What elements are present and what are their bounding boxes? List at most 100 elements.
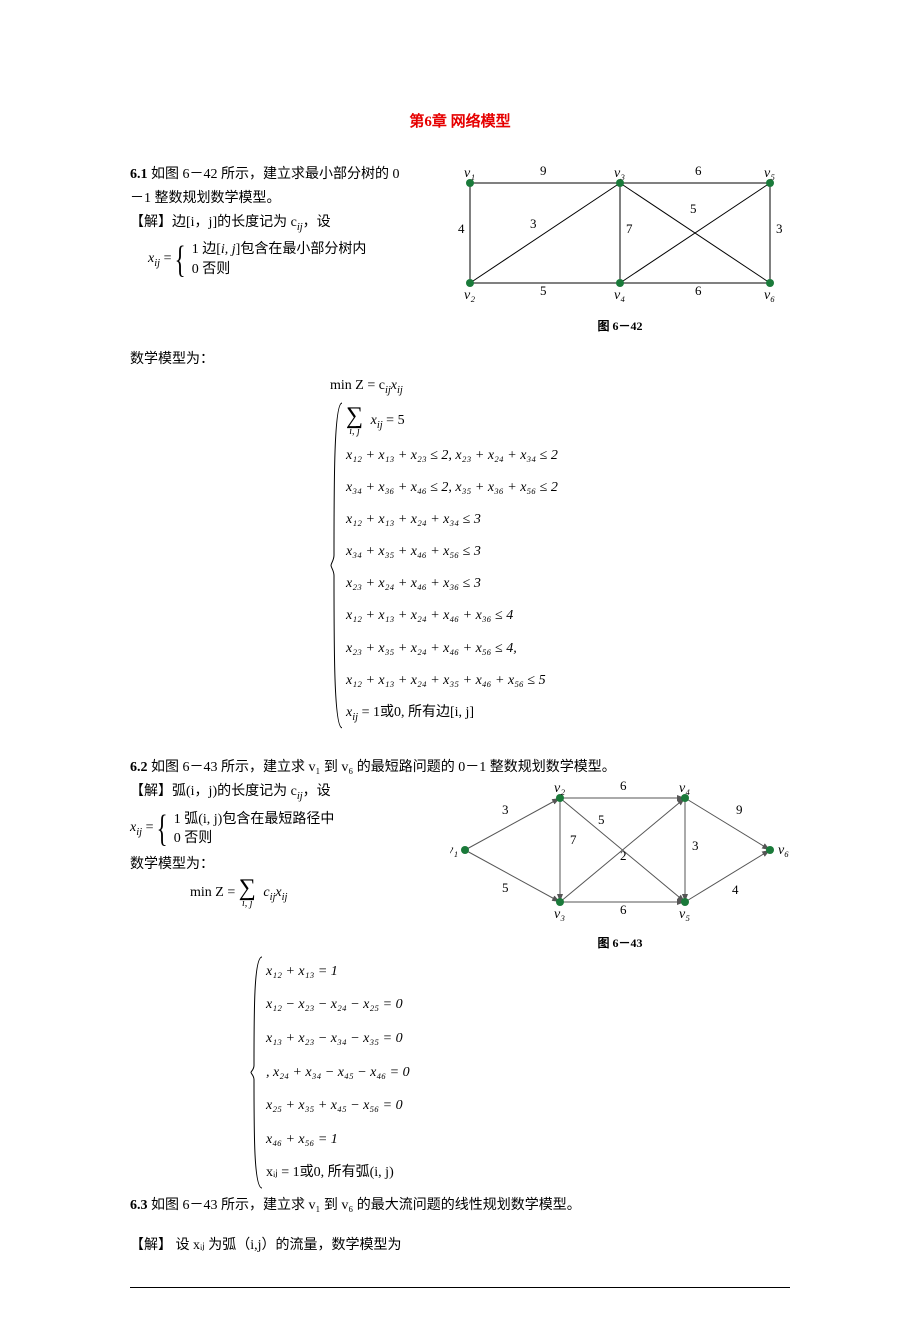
p61-row-2: x₁₂ + x₁₃ + x₂₄ + x₃₄ ≤ 3 [346,507,558,533]
svg-text:v₄: v₄ [614,288,625,303]
svg-text:v₆: v₆ [778,843,789,858]
svg-text:4: 4 [732,882,739,897]
p61-row-7: x₁₂ + x₁₃ + x₂₄ + x₃₅ + x₄₆ + x₅₆ ≤ 5 [346,668,558,694]
svg-text:9: 9 [540,163,547,178]
p61-sol-lead: 边[i，j]的长度记为 c [172,215,297,230]
svg-text:v₁: v₁ [450,843,458,858]
p62-row-5: x₄₆ + x₅₆ = 1 [266,1127,410,1153]
p61-text-col: 6.1 如图 6－42 所示，建立求最小部分树的 0 －1 整数规划数学模型。 … [130,163,438,283]
p62-row-1: x₁₂ − x₂₃ − x₂₄ − x₂₅ = 0 [266,992,410,1018]
svg-text:6: 6 [695,163,702,178]
p61-row-5: x₁₂ + x₁₃ + x₂₄ + x₄₆ + x₃₆ ≤ 4 [346,603,558,629]
p61-row-6: x₂₃ + x₃₅ + x₂₄ + x₄₆ + x₅₆ ≤ 4, [346,636,558,662]
svg-text:6: 6 [620,780,627,793]
p63-number: 6.3 [130,1198,148,1213]
p62-row-4: x₂₅ + x₃₅ + x₄₅ − x₅₆ = 0 [266,1093,410,1119]
p62-solution-lead: 解弧(i，j)的长度记为 cij，设 [130,780,438,806]
p61-case-1: 1 边[i, j]包含在最小部分树内 [192,240,367,260]
solution-tag: 解 [130,215,172,230]
p62-constraint-lines: x₁₂ + x₁₃ = 1 x₁₂ − x₂₃ − x₂₄ − x₂₅ = 0 … [264,955,410,1190]
figure-6-43: 3567526394v₁v₂v₃v₄v₅v₆ [450,780,790,925]
p61-math-model: min Z = cijxij ∑ i, j xij = 5 x₁₂ + x₁₃ … [330,374,790,730]
p61-row-3: x₃₄ + x₃₅ + x₄₆ + x₅₆ ≤ 3 [346,539,558,565]
p61-row-1: x₃₄ + x₃₆ + x₄₆ ≤ 2, x₃₅ + x₃₆ + x₅₆ ≤ 2 [346,475,558,501]
svg-text:v₄: v₄ [679,781,690,796]
svg-text:3: 3 [530,216,537,231]
figure-6-42: 964375356v₁v₃v₅v₂v₄v₆ [450,163,790,308]
p61-model-label: 数学模型为： [130,348,790,372]
brace-icon: { [157,813,168,845]
fig-6-42-col: 964375356v₁v₃v₅v₂v₄v₆ 图 6－42 [450,163,790,334]
p62-row-3: , x₂₄ + x₃₄ − x₄₅ − x₄₆ = 0 [266,1060,410,1086]
p62-sol-lead: 弧(i，j)的长度记为 c [172,784,297,799]
p62-x-cases: 1 弧(i, j)包含在最短路径中 0 否则 [174,810,335,849]
p62-case-1: 1 弧(i, j)包含在最短路径中 [174,810,335,830]
p62-text-col: 解弧(i，j)的长度记为 cij，设 xij = { 1 弧(i, j)包含在最… [130,780,438,909]
p62-constraint-system: x₁₂ + x₁₃ = 1 x₁₂ − x₂₃ − x₂₄ − x₂₅ = 0 … [250,955,790,1190]
p61-stmt-b: －1 整数规划数学模型。 [130,191,281,206]
svg-text:v₃: v₃ [554,907,565,922]
p62-row-last: xᵢⱼ = 1或0, 所有弧(i, j) [266,1160,410,1186]
svg-text:9: 9 [736,802,743,817]
problem-6-1-block: 6.1 如图 6－42 所示，建立求最小部分树的 0 －1 整数规划数学模型。 … [130,163,790,334]
p61-constraint-system: ∑ i, j xij = 5 x₁₂ + x₁₃ + x₂₃ ≤ 2, x₂₃ … [330,401,790,730]
svg-text:7: 7 [626,221,633,236]
p63-solution: 解 设 xᵢⱼ 为弧（i,j）的流量，数学模型为 [130,1234,790,1258]
fig-6-42-caption: 图 6－42 [450,317,790,334]
p61-case-0: 0 否则 [192,260,367,280]
p61-objective: min Z = cijxij [330,374,790,400]
svg-text:v₂: v₂ [554,781,565,796]
p61-sol-lead-tail: ，设 [303,215,331,230]
p62-number: 6.2 [130,760,148,775]
p63-statement: 6.3 如图 6－43 所示，建立求 v₁ 到 v₆ 的最大流问题的线性规划数学… [130,1194,790,1218]
p62-model-label: 数学模型为： [130,853,438,877]
solution-tag: 解 [130,1238,172,1253]
p61-x-cases: 1 边[i, j]包含在最小部分树内 0 否则 [192,240,367,279]
chapter-title: 第6章 网络模型 [130,110,790,131]
svg-text:5: 5 [502,880,509,895]
svg-text:4: 4 [458,221,465,236]
p61-statement: 6.1 如图 6－42 所示，建立求最小部分树的 0 －1 整数规划数学模型。 [130,163,438,211]
p61-constraint-lines: ∑ i, j xij = 5 x₁₂ + x₁₃ + x₂₃ ≤ 2, x₂₃ … [344,401,558,730]
svg-text:5: 5 [690,201,697,216]
p62-stmt: 如图 6－43 所示，建立求 v₁ 到 v₆ 的最短路问题的 0－1 整数规划数… [148,760,616,775]
footer-divider [130,1287,790,1288]
p61-row-last: xij = 1或0, 所有边[i, j] [346,700,558,727]
p61-solution-lead: 解边[i，j]的长度记为 cij，设 [130,211,438,237]
p62-sol-lead-tail: ，设 [303,784,331,799]
svg-text:3: 3 [692,838,699,853]
svg-text:7: 7 [570,832,577,847]
p63-stmt: 如图 6－43 所示，建立求 v₁ 到 v₆ 的最大流问题的线性规划数学模型。 [148,1198,581,1213]
svg-text:5: 5 [598,812,605,827]
svg-text:v₃: v₃ [614,166,625,181]
svg-text:v₂: v₂ [464,288,475,303]
p61-row-4: x₂₃ + x₂₄ + x₄₆ + x₃₆ ≤ 3 [346,571,558,597]
svg-text:6: 6 [695,283,702,298]
p62-objective: min Z = ∑ i, j cijxij [190,877,438,909]
fig-6-43-col: 3567526394v₁v₂v₃v₄v₅v₆ 图 6－43 [450,780,790,951]
svg-text:6: 6 [620,902,627,917]
sum-sigma: ∑ i, j [239,877,256,909]
brace-icon [330,401,344,730]
p61-stmt-a: 如图 6－42 所示，建立求最小部分树的 0 [151,167,400,182]
document-page: 第6章 网络模型 6.1 如图 6－42 所示，建立求最小部分树的 0 －1 整… [0,0,920,1318]
p61-row-0: x₁₂ + x₁₃ + x₂₃ ≤ 2, x₂₃ + x₂₄ + x₃₄ ≤ 2 [346,443,558,469]
p61-x-lhs: xij = [148,251,171,269]
sum-sigma: ∑ i, j [346,405,363,437]
p61-sum-row: ∑ i, j xij = 5 [346,405,558,437]
svg-text:v₆: v₆ [764,288,775,303]
p61-number: 6.1 [130,167,148,182]
p62-case-0: 0 否则 [174,829,335,849]
svg-text:v₁: v₁ [464,166,475,181]
fig-6-43-caption: 图 6－43 [450,934,790,951]
svg-text:3: 3 [502,802,509,817]
p61-x-def: xij = { 1 边[i, j]包含在最小部分树内 0 否则 [148,240,366,279]
svg-text:3: 3 [776,221,783,236]
p62-row-2: x₁₃ + x₂₃ − x₃₄ − x₃₅ = 0 [266,1026,410,1052]
p63-sol-text: 设 xᵢⱼ 为弧（i,j）的流量，数学模型为 [172,1238,402,1253]
problem-6-2-block: 解弧(i，j)的长度记为 cij，设 xij = { 1 弧(i, j)包含在最… [130,780,790,951]
p62-statement: 6.2 如图 6－43 所示，建立求 v₁ 到 v₆ 的最短路问题的 0－1 整… [130,756,790,780]
svg-text:5: 5 [540,283,547,298]
solution-tag: 解 [130,784,172,799]
p62-row-0: x₁₂ + x₁₃ = 1 [266,959,410,985]
